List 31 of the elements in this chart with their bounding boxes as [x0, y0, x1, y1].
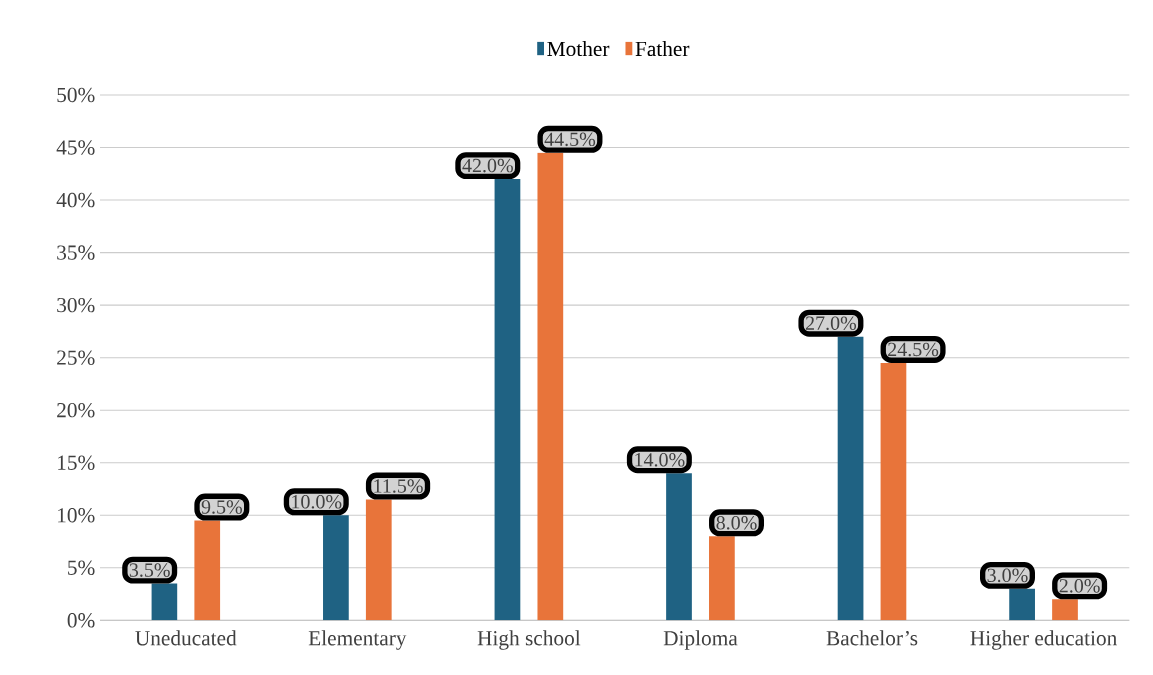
data-label: 10.0% [292, 495, 342, 509]
y-tick-label: 15% [58, 455, 95, 470]
x-tick-label: Diploma [663, 630, 738, 650]
data-label: 44.5% [544, 132, 596, 147]
x-tick-label: Uneducated [135, 630, 237, 646]
data-label: 8.0% [716, 516, 757, 530]
data-label: 42.0% [462, 158, 513, 173]
x-tick-label: Bachelor’s [826, 630, 918, 646]
data-label: 11.5% [374, 479, 423, 493]
y-tick-label: 10% [58, 508, 95, 523]
legend-label: Father [635, 41, 690, 57]
y-tick-label: 5% [68, 560, 95, 576]
y-tick-label: 30% [57, 297, 95, 313]
y-tick-label: 0% [67, 613, 95, 628]
x-tick-label: Higher education [970, 630, 1117, 650]
data-label: 3.5% [129, 563, 170, 577]
data-label: 9.5% [201, 500, 242, 514]
x-tick-label: Elementary [308, 630, 407, 650]
data-label: 14.0% [635, 452, 685, 467]
y-tick-label: 50% [57, 87, 95, 103]
legend-label: Mother [547, 41, 610, 57]
x-tick-label: High school [477, 630, 581, 650]
data-label: 3.0% [987, 568, 1028, 583]
y-tick-label: 35% [57, 245, 95, 260]
y-tick-label: 45% [56, 140, 95, 155]
y-tick-label: 20% [57, 402, 95, 418]
data-label: 27.0% [805, 316, 857, 330]
data-label: 2.0% [1059, 579, 1100, 593]
data-label: 24.5% [888, 342, 939, 357]
y-tick-label: 40% [56, 192, 95, 208]
y-tick-label: 25% [57, 350, 95, 365]
